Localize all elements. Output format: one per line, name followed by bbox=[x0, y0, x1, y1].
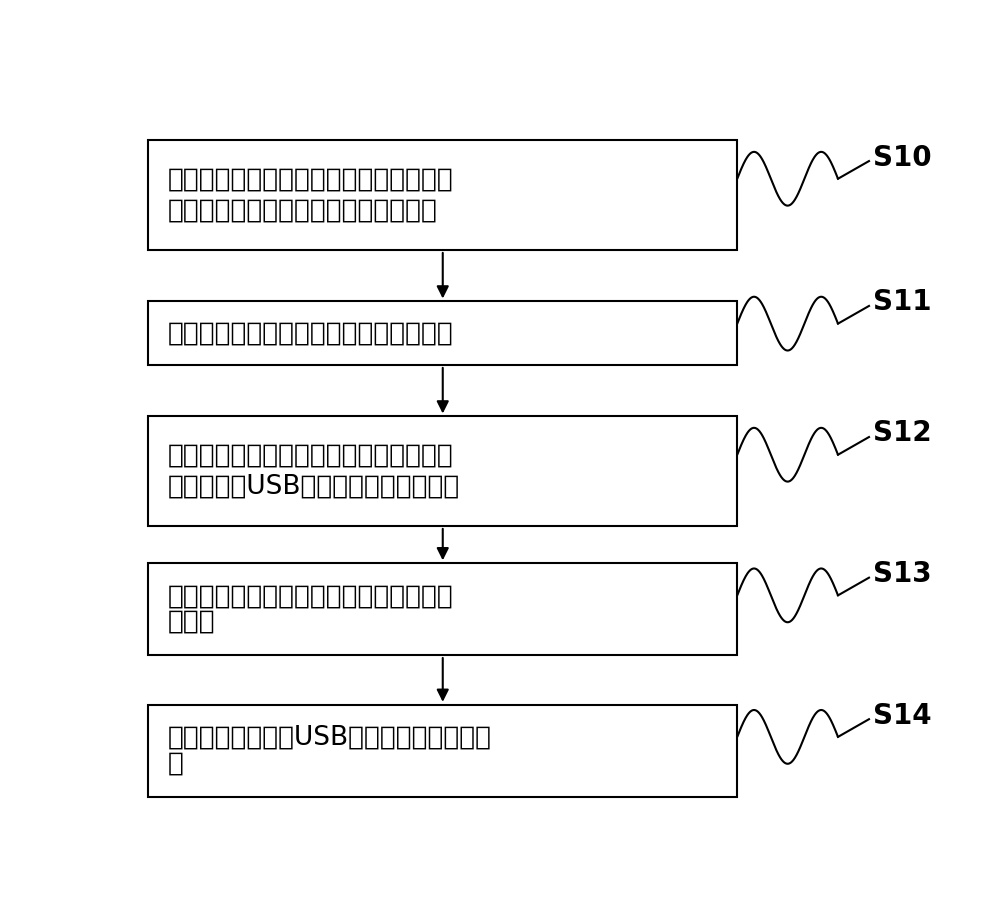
Text: 根据预设的验证规则验证所述开关指令的: 根据预设的验证规则验证所述开关指令的 bbox=[168, 584, 453, 609]
FancyBboxPatch shape bbox=[148, 563, 737, 655]
Text: 指令，并将开关指令发送至所述服务器: 指令，并将开关指令发送至所述服务器 bbox=[168, 198, 438, 223]
Text: 根据指令参数控制USB调试模式的开启和关: 根据指令参数控制USB调试模式的开启和关 bbox=[168, 725, 492, 751]
Text: 通过云平台对所述目标设备配置所述开关: 通过云平台对所述目标设备配置所述开关 bbox=[168, 167, 453, 193]
FancyBboxPatch shape bbox=[148, 301, 737, 365]
FancyBboxPatch shape bbox=[148, 416, 737, 526]
Text: S12: S12 bbox=[873, 419, 932, 448]
Text: S10: S10 bbox=[873, 143, 932, 172]
Text: 指令，所述USB调试模式处于隐藏状态: 指令，所述USB调试模式处于隐藏状态 bbox=[168, 473, 460, 500]
FancyBboxPatch shape bbox=[148, 141, 737, 250]
FancyBboxPatch shape bbox=[148, 705, 737, 797]
Text: 目标设备接收所述服务器发出的所述开关: 目标设备接收所述服务器发出的所述开关 bbox=[168, 443, 453, 469]
Text: 合法性: 合法性 bbox=[168, 609, 215, 635]
Text: 闭: 闭 bbox=[168, 751, 184, 777]
Text: S11: S11 bbox=[873, 289, 931, 316]
Text: S14: S14 bbox=[873, 702, 932, 730]
Text: S13: S13 bbox=[873, 561, 932, 588]
Text: 服务器发送所述开关指令至所述目标设备: 服务器发送所述开关指令至所述目标设备 bbox=[168, 320, 453, 346]
